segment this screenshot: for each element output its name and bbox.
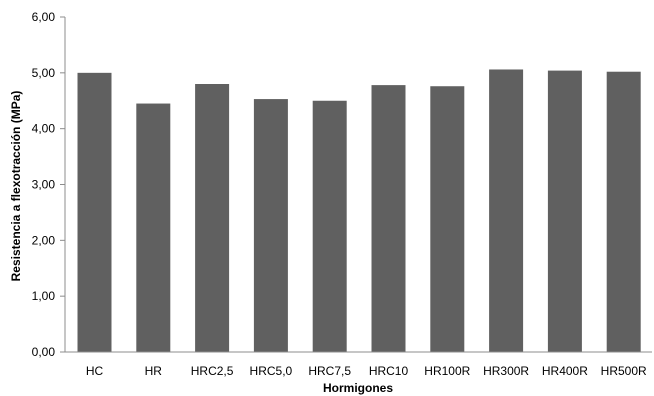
bar-hr300r <box>489 69 524 352</box>
y-tick-label: 1,00 <box>32 289 56 303</box>
x-axis-labels: HC HR HRC2,5 HRC5,0 HRC7,5 HRC10 HR100R HR300R H… <box>86 364 647 378</box>
bar-hrc5-0 <box>253 99 288 352</box>
y-tick-label: 6,00 <box>32 10 56 24</box>
bar-hr100r <box>430 86 465 352</box>
y-tick-label: 4,00 <box>32 122 56 136</box>
x-axis-title: Hormigones <box>323 381 393 395</box>
bar-hrc10 <box>371 85 406 352</box>
x-tick-label: HRC7,5 <box>308 364 351 378</box>
bar-hr <box>136 103 171 353</box>
x-tick-label: HRC2,5 <box>191 364 234 378</box>
x-tick-label: HR100R <box>424 364 470 378</box>
bars <box>77 69 641 353</box>
x-tick-label: HRC5,0 <box>250 364 293 378</box>
x-tick-label: HR500R <box>601 364 647 378</box>
bar-hr500r <box>606 71 641 352</box>
x-tick-label: HRC10 <box>369 364 409 378</box>
x-tick-label: HR <box>145 364 163 378</box>
x-tick-label: HC <box>86 364 104 378</box>
y-tick-label: 2,00 <box>32 233 56 247</box>
x-tick-label: HR300R <box>483 364 529 378</box>
y-axis-title: Resistencia a flexotracción (MPa) <box>9 91 23 282</box>
y-tick-label: 3,00 <box>32 178 56 192</box>
bar-hc <box>77 72 112 352</box>
bar-hrc7-5 <box>312 100 347 352</box>
y-tick-label: 0,00 <box>32 345 56 359</box>
y-tick-label: 5,00 <box>32 66 56 80</box>
x-tick-label: HR400R <box>542 364 588 378</box>
y-axis-ticks: 0,00 1,00 2,00 3,00 4,00 5,00 6,00 <box>32 10 65 359</box>
bar-hrc2-5 <box>195 84 230 352</box>
bar-hr400r <box>547 70 582 352</box>
